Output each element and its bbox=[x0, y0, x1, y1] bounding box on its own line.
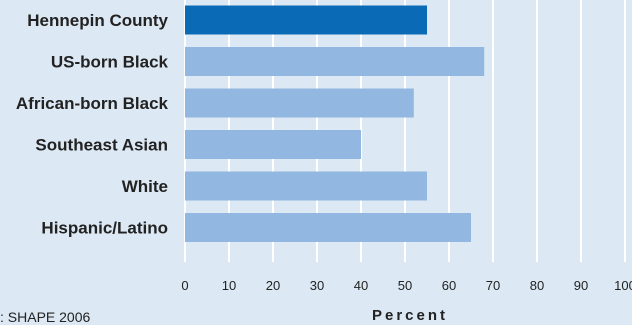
x-tick-label: 30 bbox=[310, 278, 324, 293]
category-label: US-born Black bbox=[51, 53, 169, 72]
x-tick-labels: 0 10 20 30 40 50 60 70 80 90 100 bbox=[181, 278, 632, 293]
x-tick-label: 50 bbox=[398, 278, 412, 293]
x-tick-label: 70 bbox=[486, 278, 500, 293]
x-tick-label: 10 bbox=[222, 278, 236, 293]
source-note: : SHAPE 2006 bbox=[0, 309, 90, 325]
category-label: African-born Black bbox=[16, 94, 169, 113]
category-label: Hispanic/Latino bbox=[41, 219, 168, 238]
category-label: Hennepin County bbox=[27, 11, 168, 30]
category-labels: Hennepin County US-born Black African-born… bbox=[16, 11, 169, 238]
x-axis-title: Percent bbox=[372, 307, 448, 324]
bar-southeast-asian bbox=[185, 130, 361, 159]
bar-white bbox=[185, 171, 427, 201]
x-tick-label: 100 bbox=[614, 278, 632, 293]
x-tick-label: 20 bbox=[266, 278, 280, 293]
x-tick-label: 60 bbox=[442, 278, 456, 293]
bar-hispanic-latino bbox=[185, 213, 471, 242]
x-tick-label: 0 bbox=[181, 278, 188, 293]
x-tick-label: 80 bbox=[530, 278, 544, 293]
category-label: Southeast Asian bbox=[35, 136, 168, 155]
bars-layer bbox=[185, 5, 485, 242]
bar-hennepin-county bbox=[185, 5, 427, 35]
x-tick-label: 90 bbox=[574, 278, 588, 293]
category-label: White bbox=[122, 177, 168, 196]
bar-african-born-black bbox=[185, 88, 414, 118]
bar-us-born-black bbox=[185, 47, 485, 76]
x-tick-label: 40 bbox=[354, 278, 368, 293]
